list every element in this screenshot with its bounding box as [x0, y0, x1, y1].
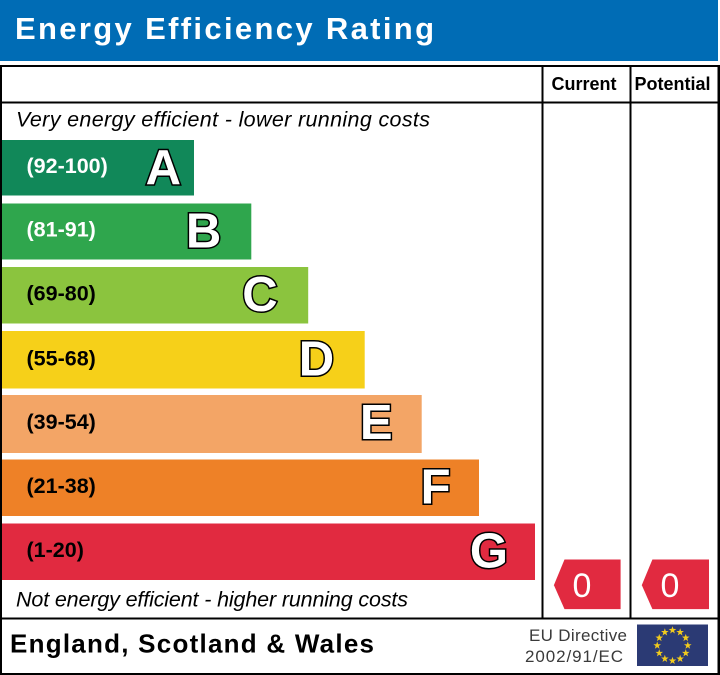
svg-text:0: 0: [661, 567, 680, 605]
svg-text:(55-68): (55-68): [27, 346, 96, 370]
svg-text:2002/91/EC: 2002/91/EC: [525, 647, 623, 666]
svg-text:C: C: [242, 268, 277, 322]
svg-text:B: B: [186, 205, 221, 259]
svg-text:E: E: [360, 396, 393, 450]
svg-text:A: A: [146, 141, 181, 195]
svg-text:D: D: [299, 333, 334, 387]
svg-text:(39-54): (39-54): [27, 410, 96, 434]
svg-text:Very energy efficient - lower: Very energy efficient - lower running co…: [16, 108, 430, 132]
svg-text:(69-80): (69-80): [27, 281, 96, 305]
svg-text:0: 0: [573, 567, 592, 605]
svg-text:(1-20): (1-20): [27, 538, 84, 562]
svg-text:Current: Current: [551, 74, 616, 94]
svg-text:(21-38): (21-38): [27, 474, 96, 498]
svg-text:(81-91): (81-91): [27, 218, 96, 242]
svg-text:Potential: Potential: [634, 74, 710, 94]
svg-text:England, Scotland & Wales: England, Scotland & Wales: [10, 629, 374, 659]
svg-text:G: G: [470, 525, 508, 579]
svg-text:F: F: [421, 461, 451, 515]
svg-text:Energy Efficiency Rating: Energy Efficiency Rating: [15, 11, 434, 46]
svg-text:EU Directive: EU Directive: [529, 626, 627, 645]
svg-text:(92-100): (92-100): [27, 154, 108, 178]
svg-text:Not energy efficient - higher: Not energy efficient - higher running co…: [16, 588, 408, 612]
